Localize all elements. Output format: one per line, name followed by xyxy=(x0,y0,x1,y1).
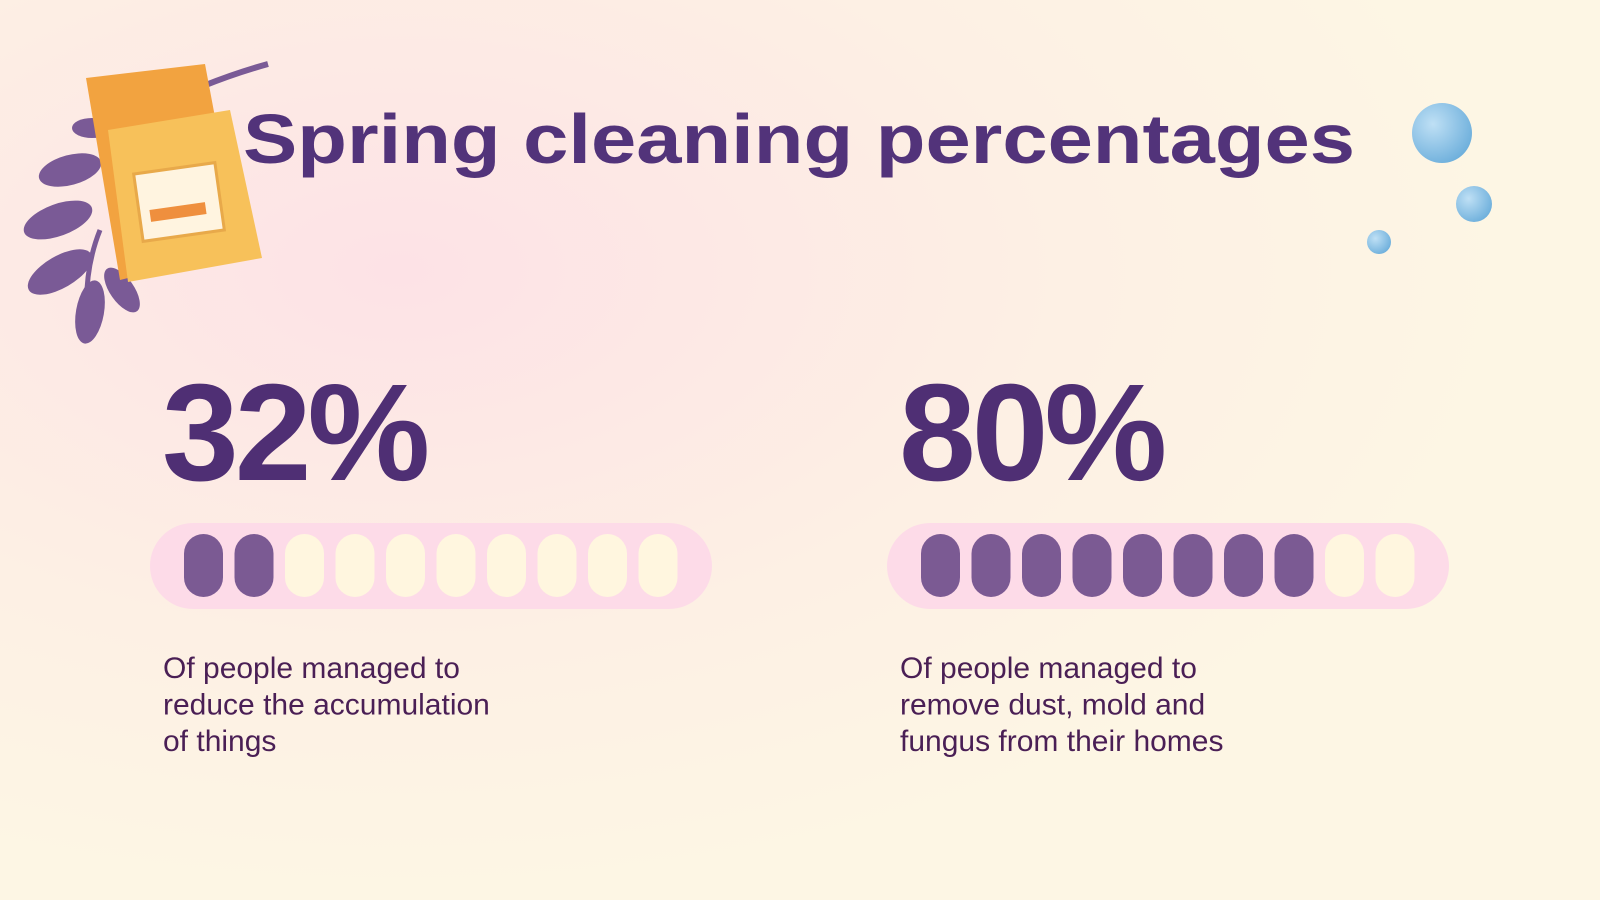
meter xyxy=(150,523,712,609)
meter-segment-filled xyxy=(1173,534,1213,597)
meter-segment-empty xyxy=(386,534,425,597)
meter-segment-filled xyxy=(1022,534,1061,597)
meter-segment-filled xyxy=(971,534,1011,597)
stat-description: of things xyxy=(163,725,276,758)
meter-segment-empty xyxy=(436,534,476,597)
stat-value: 80% xyxy=(899,356,1164,510)
meter-segment-empty xyxy=(638,534,678,597)
meter-segment-empty xyxy=(1325,534,1364,597)
stat-description: remove dust, mold and xyxy=(900,689,1205,722)
stat-description: Of people managed to xyxy=(163,652,460,685)
meter-segment-empty xyxy=(588,534,627,597)
stat-description: Of people managed to xyxy=(900,652,1197,685)
meter-segment-filled xyxy=(234,534,274,597)
bubbles-decoration xyxy=(1367,103,1492,254)
meter-segment-empty xyxy=(537,534,577,597)
meter-segment-empty xyxy=(487,534,526,597)
meter-segment-filled xyxy=(1072,534,1112,597)
stat-description: fungus from their homes xyxy=(900,725,1223,758)
meter-segment-filled xyxy=(1274,534,1314,597)
bag-decoration xyxy=(86,64,262,282)
meter-segment-filled xyxy=(1224,534,1263,597)
stat-block: 80% Of people managed to remove dust, mold… xyxy=(887,356,1449,758)
meter-segment-filled xyxy=(1123,534,1162,597)
stat-block: 32% Of people managed to reduce the accumu… xyxy=(150,356,712,758)
stats: 32% Of people managed to reduce the accumu… xyxy=(150,356,1449,758)
meter xyxy=(887,523,1449,609)
meter-track xyxy=(887,523,1449,609)
meter-segment-empty xyxy=(285,534,324,597)
meter-segment-empty xyxy=(1375,534,1415,597)
stat-value: 32% xyxy=(162,356,427,510)
slide-title: Spring cleaning percentages xyxy=(243,100,1355,178)
meter-segment-empty xyxy=(335,534,375,597)
meter-segment-filled xyxy=(921,534,960,597)
meter-segment-filled xyxy=(184,534,223,597)
meter-track xyxy=(150,523,712,609)
stat-description: reduce the accumulation xyxy=(163,689,490,722)
